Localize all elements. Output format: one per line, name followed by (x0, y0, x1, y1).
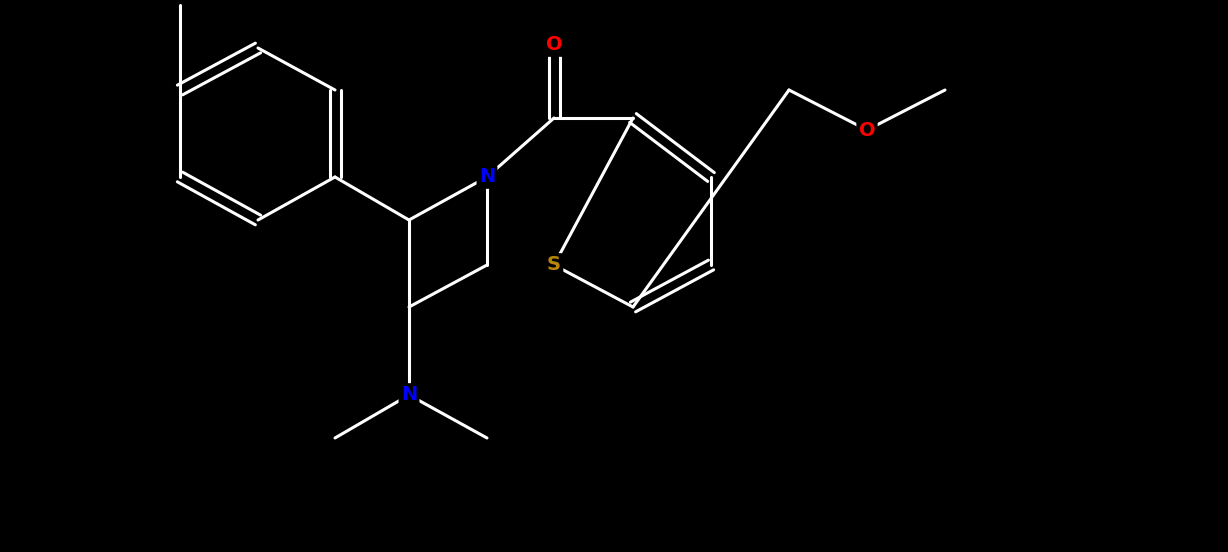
Text: O: O (545, 35, 562, 55)
Text: N: N (479, 167, 495, 187)
Text: O: O (858, 120, 876, 140)
Text: S: S (546, 256, 561, 274)
Text: N: N (400, 385, 418, 405)
